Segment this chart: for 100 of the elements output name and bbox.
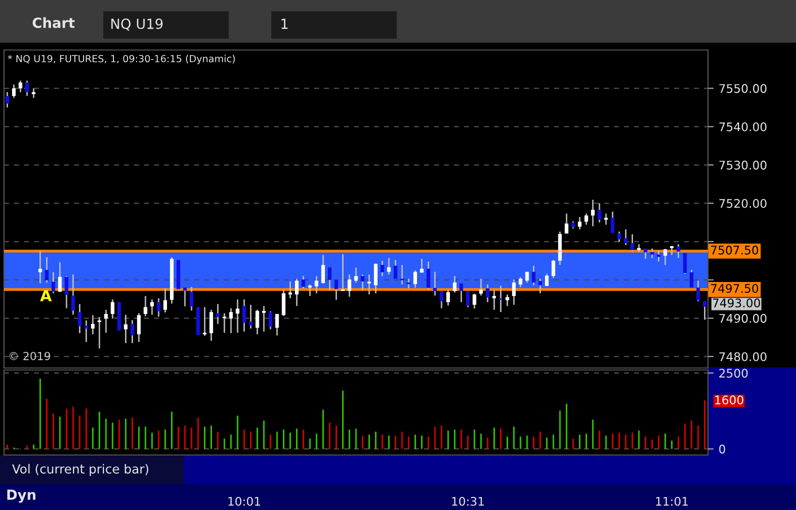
candlestick <box>334 279 338 300</box>
candlestick <box>275 313 279 336</box>
candlestick <box>302 275 306 290</box>
candlestick <box>598 202 602 224</box>
candlestick <box>18 80 22 93</box>
candlestick <box>64 275 68 309</box>
candlestick <box>44 256 49 284</box>
candlestick <box>78 303 82 334</box>
candlestick <box>578 216 582 230</box>
text: 1600 <box>715 395 744 404</box>
candlestick <box>506 294 510 307</box>
candlestick <box>498 284 503 313</box>
candlestick <box>492 290 496 310</box>
candlestick <box>91 314 95 335</box>
text: Vol (current price bar) <box>12 464 148 476</box>
candlestick <box>663 248 668 266</box>
candlestick <box>12 84 16 99</box>
candlestick <box>71 274 75 316</box>
candlestick <box>406 278 410 290</box>
candlestick <box>137 312 141 343</box>
text: 7493.00 <box>712 298 760 308</box>
candlestick <box>130 319 134 344</box>
y-tick-label: 7550.00 <box>719 84 766 93</box>
y-tick-label: 0 <box>719 444 726 454</box>
candlestick <box>163 288 168 314</box>
candlestick <box>610 210 614 234</box>
candlestick <box>702 300 707 320</box>
candlestick <box>512 278 516 306</box>
candlestick <box>617 230 621 243</box>
candlestick <box>262 305 266 332</box>
x-tick-label: 10:01 <box>228 496 260 506</box>
candlestick <box>354 266 358 284</box>
candlestick <box>242 298 246 332</box>
text: Chart <box>32 17 75 28</box>
candlestick <box>144 295 148 317</box>
candlestick <box>584 212 588 226</box>
candlestick <box>348 274 352 298</box>
candlestick <box>538 278 542 294</box>
candlestick <box>58 262 62 292</box>
candlestick <box>98 316 102 350</box>
ref-line-label: 7507.50 <box>711 246 758 255</box>
text: NQ U19 <box>111 18 163 31</box>
candlestick <box>690 269 694 288</box>
annotation: A <box>40 290 52 302</box>
candlestick <box>630 234 634 252</box>
candlestick <box>52 272 56 294</box>
text: 1 <box>282 18 288 29</box>
candlestick <box>32 88 36 99</box>
candlestick <box>374 263 378 294</box>
candlestick <box>341 254 345 292</box>
candlestick <box>104 309 108 334</box>
candlestick <box>552 259 556 279</box>
candlestick <box>387 257 391 276</box>
y-tick-label: 2500 <box>719 368 748 378</box>
ref-line-label: 7497.50 <box>711 284 758 293</box>
candlestick <box>124 314 128 344</box>
candlestick <box>150 298 154 316</box>
candlestick <box>544 273 549 287</box>
candlestick <box>440 290 444 309</box>
candlestick <box>110 298 114 320</box>
candlestick <box>518 276 522 288</box>
candlestick <box>394 259 398 280</box>
candlestick <box>676 244 680 259</box>
y-tick-label: 7490.00 <box>719 314 766 323</box>
text: Dyn <box>7 490 36 503</box>
x-tick-label: 10:31 <box>452 496 484 506</box>
candlestick <box>624 228 628 246</box>
candlestick <box>360 274 364 292</box>
candlestick <box>532 265 536 286</box>
candlestick <box>479 278 483 296</box>
y-tick-label: 7520.00 <box>719 198 766 208</box>
candlestick <box>294 278 299 307</box>
candlestick <box>328 266 332 291</box>
candlestick <box>466 290 470 308</box>
candlestick <box>486 284 490 303</box>
candlestick <box>202 306 206 337</box>
candlestick <box>209 309 214 342</box>
y-tick-label: 7540.00 <box>719 122 766 132</box>
candlestick <box>472 292 476 310</box>
candlestick <box>696 280 700 302</box>
candlestick <box>446 290 450 306</box>
candlestick <box>314 275 318 294</box>
candlestick <box>222 312 226 334</box>
candlestick <box>650 248 654 259</box>
chart-title: * NQ U19, FUTURES, 1, 09:30-16:15 (Dynamic) <box>8 54 235 64</box>
candlestick <box>216 303 220 325</box>
candlestick <box>400 264 404 286</box>
candlestick <box>426 260 430 290</box>
candlestick <box>380 260 384 277</box>
candlestick <box>282 290 286 317</box>
candlestick <box>413 270 418 288</box>
candlestick <box>268 310 272 330</box>
candlestick <box>5 91 10 108</box>
candlestick <box>25 80 29 97</box>
x-tick-label: 11:01 <box>656 496 688 506</box>
y-tick-label: 7480.00 <box>719 352 766 362</box>
y-tick-label: 7530.00 <box>719 160 766 170</box>
candlestick <box>190 286 194 312</box>
candlestick <box>459 282 464 303</box>
candlestick <box>367 274 371 296</box>
